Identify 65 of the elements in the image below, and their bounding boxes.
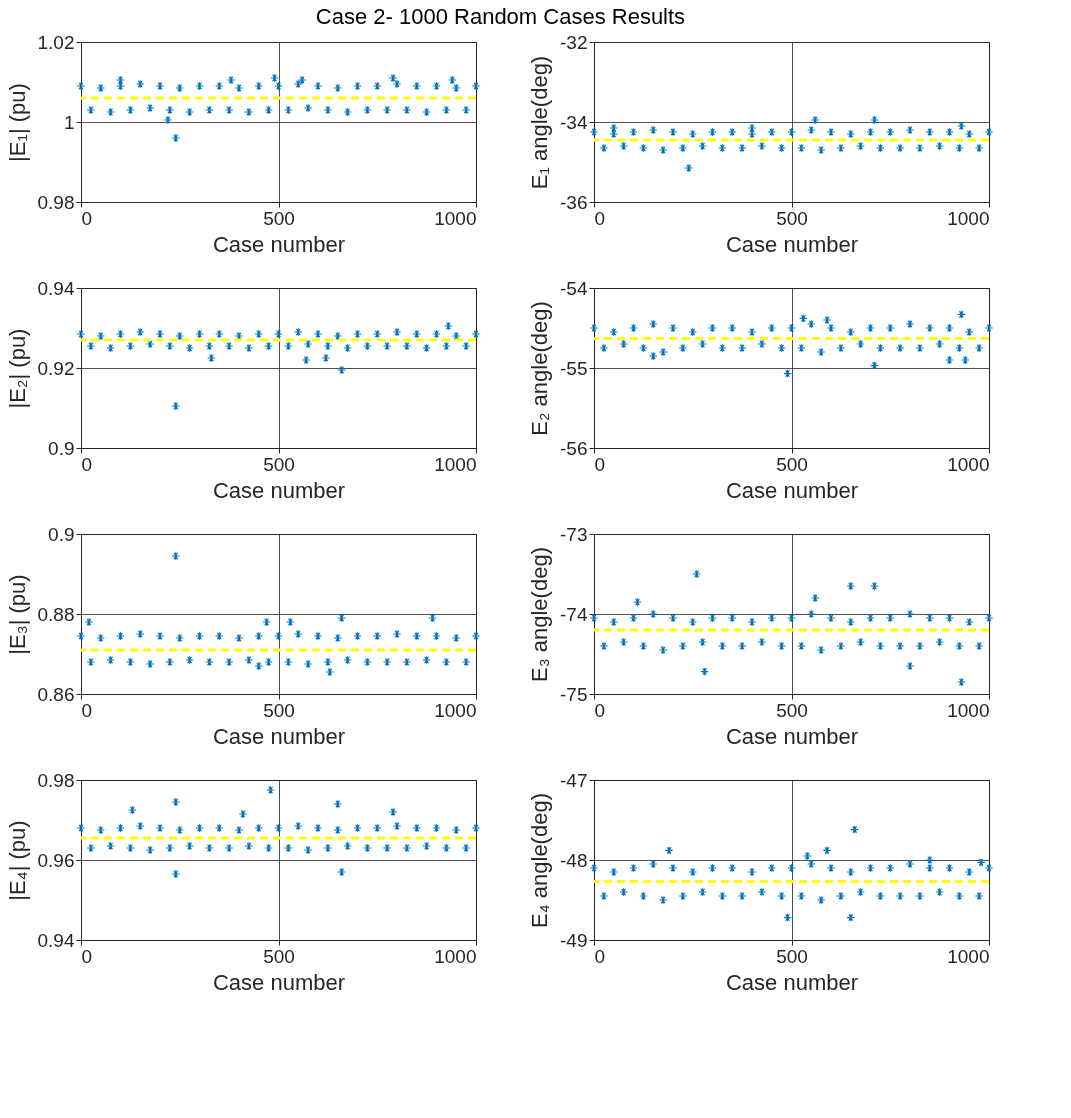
x-axis-title: Case number <box>725 477 859 503</box>
y-tick-label: -74 <box>560 603 588 625</box>
y-tick-label: -75 <box>560 683 588 705</box>
x-tick-label: 500 <box>263 699 295 721</box>
x-tick-label: 1000 <box>434 453 477 475</box>
x-axis-title: Case number <box>212 477 346 503</box>
y-tick-label: -56 <box>560 437 588 459</box>
x-axis-title: Case number <box>725 723 859 749</box>
y-tick-label: 1 <box>63 111 75 133</box>
x-tick-label: 500 <box>263 207 295 229</box>
x-axis-title: Case number <box>212 231 346 257</box>
x-tick-label: 500 <box>776 207 808 229</box>
y-tick-label: -34 <box>560 111 588 133</box>
y-tick-label: 0.92 <box>37 357 75 379</box>
x-tick-label: 500 <box>263 453 295 475</box>
y-axis-title: |E₃| (pu) <box>4 574 30 655</box>
x-tick-label: 0 <box>81 699 93 721</box>
y-tick-label: -73 <box>560 523 588 545</box>
y-tick-label: 0.98 <box>37 769 75 791</box>
y-axis-title: E₄ angle(deg) <box>527 793 553 928</box>
y-axis-title: |E₁| (pu) <box>4 83 30 162</box>
x-tick-label: 1000 <box>947 699 990 721</box>
x-axis-title: Case number <box>212 723 346 749</box>
y-tick-label: 0.98 <box>37 191 75 213</box>
x-tick-label: 0 <box>81 453 93 475</box>
x-axis-title: Case number <box>725 231 859 257</box>
y-tick-label: -48 <box>560 849 588 871</box>
y-axis-title: E₁ angle(deg) <box>527 55 553 190</box>
x-tick-label: 0 <box>594 453 606 475</box>
x-axis-title: Case number <box>725 969 859 995</box>
x-tick-label: 1000 <box>434 207 477 229</box>
y-tick-label: -32 <box>560 31 588 53</box>
x-tick-label: 1000 <box>947 453 990 475</box>
x-tick-label: 1000 <box>947 207 990 229</box>
y-tick-label: 1.02 <box>37 31 75 53</box>
x-tick-label: 0 <box>81 945 93 967</box>
x-tick-label: 1000 <box>434 699 477 721</box>
y-tick-label: 0.96 <box>37 849 75 871</box>
x-tick-label: 0 <box>594 207 606 229</box>
x-tick-label: 0 <box>81 207 93 229</box>
y-tick-label: -36 <box>560 191 588 213</box>
x-tick-label: 1000 <box>434 945 477 967</box>
chart-title: Case 2- 1000 Random Cases Results <box>315 3 686 29</box>
y-tick-label: 0.94 <box>37 929 75 951</box>
x-axis-title: Case number <box>212 969 346 995</box>
y-tick-label: 0.94 <box>37 277 75 299</box>
y-tick-label: -54 <box>560 277 588 299</box>
y-tick-label: 0.86 <box>37 683 75 705</box>
x-tick-label: 500 <box>263 945 295 967</box>
y-tick-label: -55 <box>560 357 588 379</box>
x-tick-label: 0 <box>594 945 606 967</box>
y-tick-label: -49 <box>560 929 588 951</box>
y-axis-title: E₃ angle(deg) <box>527 547 553 682</box>
y-tick-label: 0.88 <box>37 603 75 625</box>
x-tick-label: 500 <box>776 453 808 475</box>
y-axis-title: |E₄| (pu) <box>4 820 30 901</box>
y-tick-label: 0.9 <box>48 437 75 459</box>
y-tick-label: -47 <box>560 769 588 791</box>
x-tick-label: 500 <box>776 699 808 721</box>
x-tick-label: 0 <box>594 699 606 721</box>
x-tick-label: 500 <box>776 945 808 967</box>
y-axis-title: |E₂| (pu) <box>4 328 30 409</box>
x-tick-label: 1000 <box>947 945 990 967</box>
y-axis-title: E₂ angle(deg) <box>527 301 553 436</box>
y-tick-label: 0.9 <box>48 523 75 545</box>
